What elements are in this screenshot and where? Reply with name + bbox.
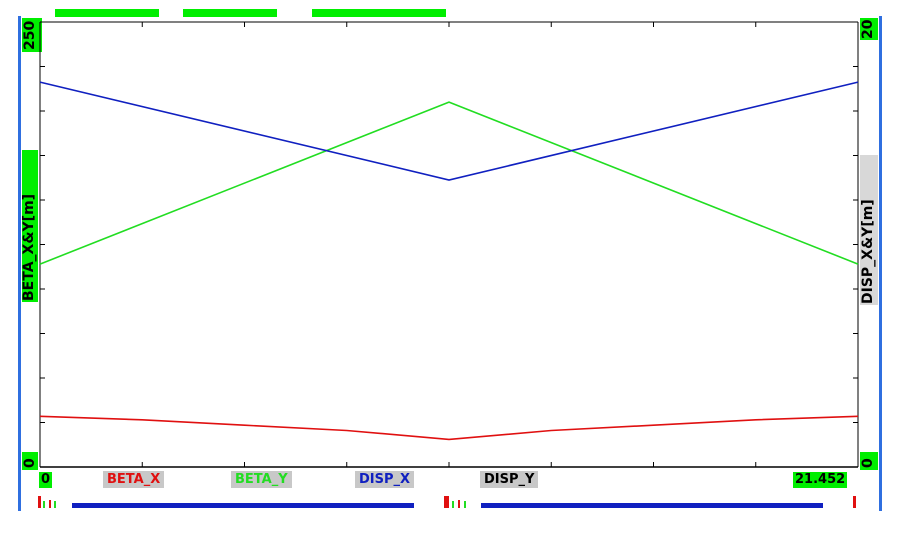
magnet-red-3 <box>444 496 449 508</box>
top-button-3[interactable] <box>312 9 446 17</box>
plot-frame <box>39 21 859 468</box>
legend-beta-y[interactable]: BETA_Y <box>231 471 292 488</box>
legend-beta-x[interactable]: BETA_X <box>103 471 165 488</box>
magnet-green-2 <box>54 501 56 508</box>
magnet-red-5 <box>853 496 856 508</box>
series-beta-x-line <box>39 415 859 441</box>
magnet-red-4 <box>458 500 460 508</box>
magnet-green-1 <box>43 501 45 508</box>
magnet-green-3 <box>452 501 454 508</box>
axis-ticks <box>40 22 858 467</box>
magnet-red-2 <box>49 500 51 508</box>
right-axis-bottom-tick: 0 <box>860 452 878 470</box>
magnet-green-4 <box>464 501 466 508</box>
top-button-2[interactable] <box>183 9 277 17</box>
x-axis-min-label: 0 <box>39 472 53 488</box>
right-frame-bar <box>879 16 882 511</box>
drift-bar-2 <box>481 503 823 508</box>
series-layer <box>39 81 859 468</box>
legend-disp-x[interactable]: DISP_X <box>355 471 415 488</box>
left-frame-bar <box>18 16 21 511</box>
series-beta-y-line <box>39 101 859 265</box>
top-button-1[interactable] <box>55 9 159 17</box>
left-axis-title: BETA_X&Y[m] <box>21 150 38 302</box>
x-axis-max-label: 21.452 <box>793 472 848 488</box>
series-disp-x-line <box>39 81 859 181</box>
magnet-red-1 <box>38 496 41 508</box>
left-axis-bottom-tick: 0 <box>22 452 38 470</box>
right-axis-top-tick: 20 <box>860 18 878 40</box>
drift-bar-1 <box>72 503 414 508</box>
legend-disp-y[interactable]: DISP_Y <box>480 471 539 488</box>
left-axis-top-tick: 250 <box>22 18 42 52</box>
lattice-strip <box>38 496 856 508</box>
right-axis-title: DISP_X&Y[m] <box>860 155 878 305</box>
